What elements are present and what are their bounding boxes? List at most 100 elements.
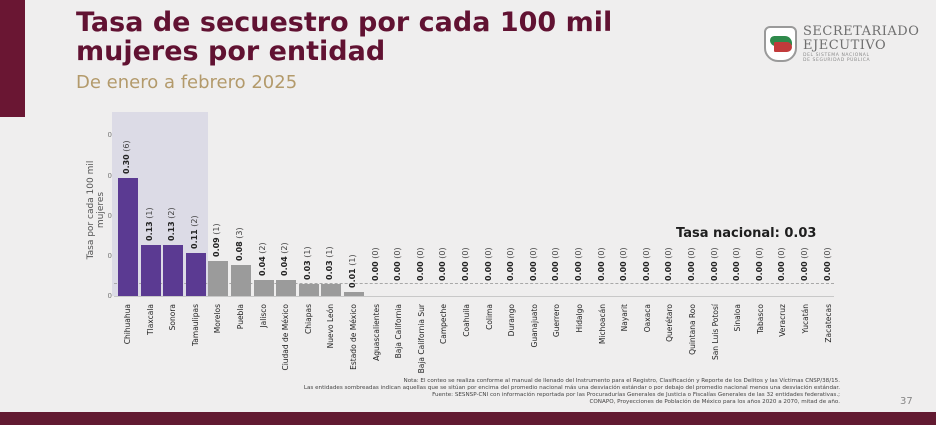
logo-line2: EJECUTIVO: [803, 38, 887, 53]
bar-tamaulipas: [185, 252, 206, 296]
category-label: Guanajuato: [529, 304, 539, 348]
category-label: Tabasco: [755, 304, 765, 334]
bar-value-label: 0.00 (0): [664, 247, 674, 281]
category-label: Baja California: [394, 304, 404, 359]
page-subtitle: De enero a febrero 2025: [76, 72, 298, 93]
bar-value-label: 0.00 (0): [393, 247, 403, 281]
bar-value-label: 0.00 (0): [438, 247, 448, 281]
bar-value-label: 0.08 (3): [235, 226, 244, 261]
category-label: Sonora: [168, 304, 178, 331]
bar-value-label: 0.30 (6): [122, 140, 131, 175]
footnote-line: Nota: El conteo se realiza conforme al m…: [403, 378, 840, 384]
logo-sub1: DEL SISTEMA NACIONAL: [803, 53, 870, 58]
category-label: Aguascalientes: [371, 304, 381, 361]
shield-icon: [764, 26, 797, 62]
category-label: Chihuahua: [123, 304, 132, 345]
bar-value-label: 0.09 (1): [212, 222, 222, 257]
bar-value-label: 0.13 (2): [167, 207, 177, 241]
y-tick: 0: [107, 292, 112, 300]
bar-value-label: 0.00 (0): [687, 247, 696, 281]
category-label: Yucatán: [801, 304, 810, 334]
bar-value-label: 0.03 (1): [302, 246, 312, 281]
category-label: Ciudad de México: [281, 304, 291, 371]
bar-value-label: 0.13 (1): [144, 207, 154, 241]
category-label: Zacatecas: [823, 304, 833, 343]
bar-puebla: [231, 264, 251, 296]
bar-estado-de-méxico: [344, 292, 364, 296]
bar-tlaxcala: [140, 244, 161, 296]
category-label: Oaxaca: [642, 304, 652, 333]
footnote-line: CONAPO, Proyecciones de Población de Méx…: [589, 399, 841, 405]
bar-chiapas: [298, 284, 319, 296]
bar-sonora: [163, 244, 184, 296]
bar-value-label: 0.00 (0): [461, 247, 470, 281]
bar-value-label: 0.00 (0): [528, 247, 538, 281]
category-label: Jalisco: [258, 304, 268, 328]
bar-value-label: 0.04 (2): [280, 242, 290, 277]
bar-value-label: 0.00 (0): [641, 247, 651, 281]
bar-value-label: 0.00 (0): [596, 247, 606, 281]
category-label: Hidalgo: [575, 304, 584, 333]
sesnsp-logo: SECRETARIADO EJECUTIVO DEL SISTEMA NACIO…: [764, 22, 934, 66]
category-label: Michoacán: [597, 304, 607, 345]
category-label: Campeche: [439, 304, 449, 345]
bar-value-label: 0.00 (0): [732, 247, 742, 281]
bar-value-label: 0.00 (0): [619, 247, 629, 281]
bar-value-label: 0.00 (0): [822, 247, 832, 281]
category-label: Veracruz: [778, 304, 788, 337]
bar-value-label: 0.00 (0): [800, 247, 809, 281]
page-title: Tasa de secuestro por cada 100 mil mujer…: [76, 7, 613, 67]
bar-nuevo-león: [321, 284, 342, 296]
bar-value-label: 0.00 (0): [415, 247, 425, 281]
bar-value-label: 0.11 (2): [189, 215, 199, 249]
category-label: Querétaro: [665, 304, 675, 342]
category-label: Tamaulipas: [190, 304, 200, 347]
bar-value-label: 0.00 (0): [551, 247, 561, 281]
national-rate-line: [114, 283, 834, 284]
x-axis-baseline: [114, 296, 834, 297]
category-label: Quintana Roo: [688, 304, 697, 355]
bar-morelos: [208, 260, 229, 296]
y-tick: 0: [107, 252, 112, 260]
category-label: Colima: [484, 304, 494, 330]
bar-value-label: 0.00 (0): [506, 247, 516, 281]
category-label: Tlaxcala: [145, 304, 155, 335]
footnote-line: Las entidades sombreadas indican aquella…: [303, 385, 840, 391]
bar-jalisco: [253, 280, 274, 296]
national-rate-label: Tasa nacional: 0.03: [676, 226, 817, 241]
left-accent-bar: [0, 0, 25, 117]
footnote-line: Fuente: SESNSP-CNI con información repor…: [432, 392, 840, 398]
y-tick: 0: [107, 131, 112, 139]
logo-sub2: DE SEGURIDAD PÚBLICA: [803, 58, 871, 63]
bar-value-label: 0.00 (0): [754, 247, 764, 281]
bar-value-label: 0.00 (0): [483, 247, 493, 281]
category-label: Estado de México: [349, 304, 358, 370]
category-label: Morelos: [213, 304, 223, 334]
y-axis-label: Tasa por cada 100 mil mujeres: [86, 160, 106, 260]
bar-value-label: 0.01 (1): [348, 254, 357, 288]
page-number: 37: [900, 396, 913, 407]
category-label: Coahuila: [462, 304, 471, 337]
bar-value-label: 0.03 (1): [325, 246, 335, 281]
bottom-accent-bar: [0, 412, 936, 425]
logo-line1: SECRETARIADO: [803, 24, 920, 39]
bar-value-label: 0.00 (0): [709, 247, 719, 281]
bar-chart: Tasa por cada 100 mil mujeres 0 0 0 0 0 …: [86, 112, 834, 374]
category-label: Guerrero: [552, 304, 562, 338]
y-tick: 0: [107, 172, 112, 180]
bar-value-label: 0.04 (2): [257, 242, 267, 277]
category-label: San Luis Potosí: [710, 304, 720, 361]
category-label: Baja California Sur: [416, 304, 426, 374]
bar-value-label: 0.00 (0): [574, 247, 583, 281]
y-tick: 0: [107, 212, 112, 220]
footnote: Nota: El conteo se realiza conforme al m…: [80, 378, 840, 406]
bar-ciudad-de-méxico: [276, 280, 297, 296]
category-label: Durango: [507, 304, 517, 337]
bar-value-label: 0.00 (0): [370, 247, 380, 281]
bar-value-label: 0.00 (0): [777, 247, 787, 281]
bar-chihuahua: [118, 178, 138, 296]
category-label: Chiapas: [303, 304, 313, 334]
category-label: Puebla: [236, 304, 245, 330]
category-label: Nayarit: [620, 304, 630, 332]
category-label: Nuevo León: [326, 304, 336, 349]
